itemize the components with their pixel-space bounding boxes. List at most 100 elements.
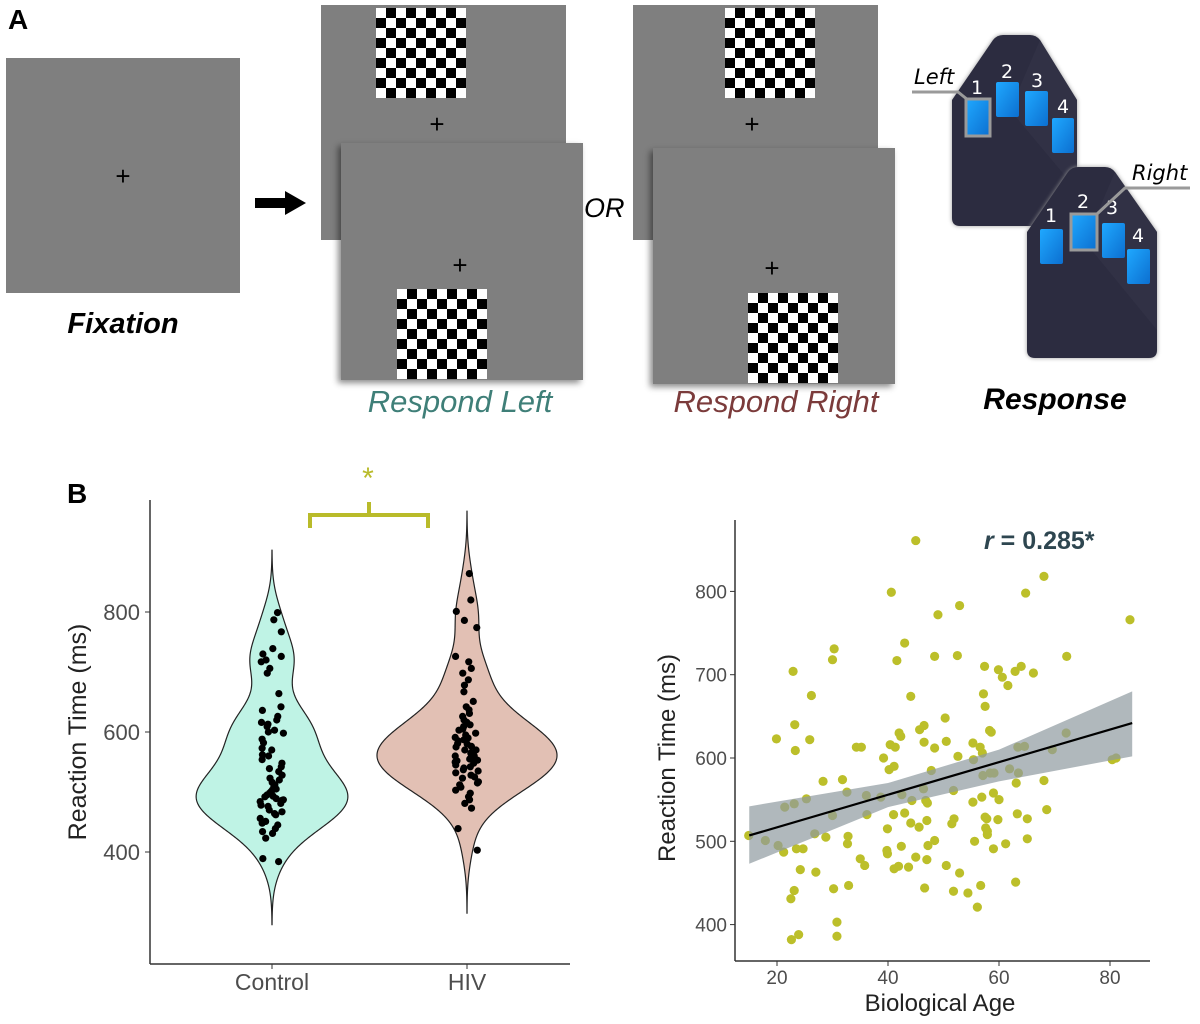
correlation-symbol: r	[984, 527, 995, 555]
violin-data-point	[451, 652, 460, 661]
violin-data-point	[272, 811, 280, 819]
violin-data-point	[272, 785, 280, 793]
violin-data-point	[263, 723, 271, 731]
scatter-data-point	[795, 865, 805, 875]
scatter-plot: Reaction Time (ms) Biological Age 400 500…	[654, 520, 1150, 1017]
violin-y-axis-title: Reaction Time (ms)	[64, 624, 92, 841]
scatter-data-point	[930, 835, 940, 846]
scatter-data-point	[794, 929, 804, 940]
scatter-data-point	[888, 810, 899, 820]
scatter-data-point	[980, 701, 990, 711]
scatter-data-point	[892, 655, 902, 666]
violin-data-point	[467, 804, 476, 812]
violin-data-point	[264, 752, 273, 760]
fixation-caption: Fixation	[67, 308, 179, 340]
scatter-data-point	[890, 742, 900, 752]
regression-line	[748, 721, 1133, 837]
scatter-data-point	[821, 832, 831, 842]
scatter-data-point	[843, 831, 853, 841]
violin-data-point	[452, 786, 460, 794]
scatter-data-point	[900, 808, 910, 818]
scatter-data-point	[1011, 778, 1021, 788]
or-label: OR	[584, 193, 625, 223]
violin-data-point	[270, 726, 279, 734]
stimulus-screen-right-front: +	[653, 148, 895, 384]
scatter-data-point	[1039, 571, 1049, 582]
scatter-data-point	[889, 761, 899, 771]
respond-right-caption: Respond Right	[673, 384, 879, 419]
scatter-data-point	[914, 822, 924, 832]
violin-data-point	[277, 703, 285, 711]
violin-data-point	[273, 609, 282, 617]
scatter-data-point	[832, 931, 842, 941]
scatter-y-tick-label: 800	[695, 582, 727, 603]
correlation-annotation: r = 0.285*	[984, 527, 1095, 555]
scatter-data-point	[1016, 661, 1026, 671]
scatter-data-point	[878, 753, 889, 763]
scatter-y-tick-label: 600	[695, 749, 727, 770]
scatter-x-tick-label: 60	[988, 968, 1009, 989]
violin-y-tick-label: 600	[103, 720, 140, 745]
scatter-x-tick-label: 20	[766, 968, 787, 989]
scatter-data-point	[919, 737, 929, 747]
violin-control	[195, 549, 349, 926]
confidence-band	[749, 691, 1133, 864]
scatter-data-point	[1042, 805, 1052, 815]
violin-data-point	[474, 767, 482, 775]
violin-data-point	[275, 690, 283, 698]
scatter-data-point	[968, 797, 978, 807]
scatter-data-point	[949, 814, 959, 824]
cross-icon: +	[764, 253, 780, 283]
scatter-data-point	[882, 824, 893, 834]
scatter-data-point	[982, 814, 992, 824]
violin-data-point	[460, 764, 468, 772]
violin-data-point	[466, 721, 474, 729]
response-caption: Response	[983, 383, 1127, 416]
violin-data-point	[268, 746, 276, 754]
violin-data-point	[258, 756, 266, 764]
scatter-data-point	[788, 666, 798, 676]
violin-data-point	[270, 616, 278, 624]
scatter-data-point	[829, 884, 839, 894]
scatter-data-point	[922, 855, 932, 865]
scatter-data-point	[923, 840, 933, 851]
violin-data-point	[262, 834, 270, 842]
scatter-data-point	[855, 854, 865, 864]
violin-data-point	[463, 740, 471, 748]
violin-data-point	[257, 718, 266, 727]
scatter-data-point	[954, 600, 965, 611]
violin-data-point	[465, 570, 473, 578]
scatter-data-point	[933, 610, 943, 620]
scatter-data-point	[948, 886, 959, 896]
scatter-data-point	[976, 880, 986, 891]
scatter-data-point	[786, 934, 797, 945]
violin-data-point	[473, 779, 482, 787]
violin-data-point	[459, 669, 467, 677]
violin-data-point	[268, 829, 277, 838]
scatter-data-point	[922, 815, 932, 826]
violin-data-point	[473, 846, 481, 854]
violin-data-point	[459, 725, 467, 733]
cross-icon: +	[452, 250, 468, 280]
scatter-data-point	[896, 731, 906, 741]
scatter-data-point	[953, 751, 963, 761]
violin-data-point	[277, 628, 285, 636]
violin-data-point	[454, 737, 462, 745]
scatter-data-point	[827, 655, 838, 665]
violin-data-point	[460, 688, 468, 696]
violin-data-point	[471, 773, 479, 781]
scatter-data-point	[805, 735, 815, 745]
scatter-data-point	[906, 818, 916, 828]
scatter-data-point	[786, 894, 796, 904]
stimulus-screen-left-front: +	[341, 143, 583, 380]
violin-data-point	[258, 706, 267, 715]
scatter-data-point	[893, 861, 904, 871]
cross-icon: +	[744, 109, 760, 139]
violin-x-tick-label: HIV	[448, 969, 487, 995]
checkerboard-bottom	[748, 293, 838, 383]
violin-data-point	[265, 765, 274, 773]
scatter-data-point	[1022, 834, 1032, 844]
violin-data-point	[461, 799, 469, 808]
scatter-data-point	[977, 792, 987, 802]
